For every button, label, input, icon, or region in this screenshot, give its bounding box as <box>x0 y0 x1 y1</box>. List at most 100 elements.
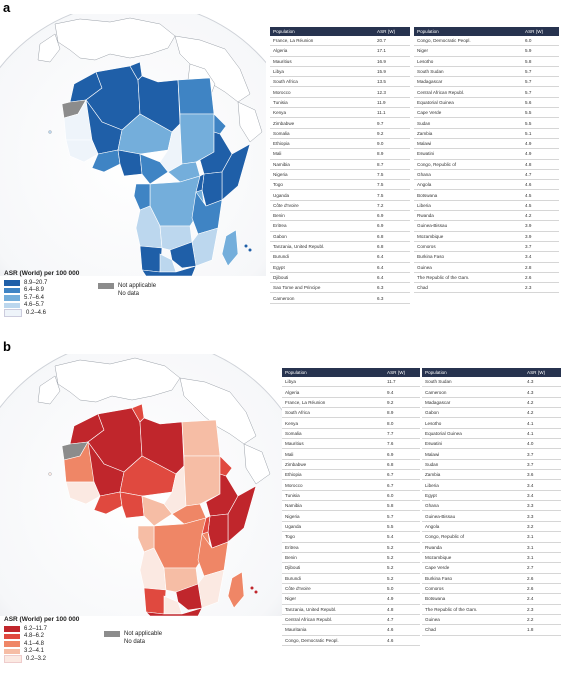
legend-a-swatch-2 <box>4 287 20 293</box>
table-row: South Africa 8.9 <box>282 407 420 419</box>
population-cell: Central African Republ. <box>282 614 384 626</box>
table-row: Ghana 4.7 <box>414 169 559 181</box>
population-cell: Eritrea <box>282 542 384 553</box>
col-header-population: Population <box>422 368 524 377</box>
legend-b-swatch-4 <box>4 648 20 654</box>
table-row: Zimbabwe 6.8 <box>282 459 420 471</box>
country-egypt <box>177 77 215 115</box>
country-central-african-republic <box>171 503 207 525</box>
asr-value-cell: 12.3 <box>374 86 410 98</box>
asr-value-cell: 4.3 <box>524 377 561 388</box>
legend-a-swatch-3 <box>4 295 20 301</box>
table-row: Comoros 2.6 <box>422 583 561 595</box>
population-cell: Mali <box>270 148 374 160</box>
population-cell: Namibia <box>270 159 374 170</box>
asr-value-cell: 4.8 <box>384 604 420 615</box>
table-row: South Africa 13.5 <box>270 76 410 88</box>
table-row: Zambia 5.1 <box>414 128 559 139</box>
population-cell: France, La Réunion <box>270 36 374 47</box>
country-cote-divoire <box>93 491 123 515</box>
asr-value-cell: 9.2 <box>374 128 410 139</box>
asr-value-cell: 2.2 <box>524 614 561 626</box>
country-zimbabwe <box>175 583 203 611</box>
legend-b-title: ASR (World) per 100 000 <box>4 616 80 623</box>
population-cell: The Republic of the Gam. <box>414 272 522 284</box>
asr-value-cell: 2.3 <box>524 604 561 615</box>
table-row: South Sudan 5.7 <box>414 66 559 78</box>
asr-value-cell: 20.7 <box>374 36 410 47</box>
population-cell: Guinea <box>422 614 524 626</box>
table-row: Liberia 4.5 <box>414 200 559 212</box>
asr-value-cell: 5.2 <box>384 552 420 564</box>
asr-value-cell: 5.4 <box>384 531 420 543</box>
table-row: Congo, Republic of 4.8 <box>414 159 559 170</box>
country-nigeria <box>119 491 145 519</box>
legend-a-bin-5: 0.2–4.6 <box>26 309 47 316</box>
asr-value-cell: 17.1 <box>374 45 410 57</box>
table-a-right: Population ASR (W) Congo, Democratic Peop… <box>414 27 559 294</box>
population-cell: Nigeria <box>270 169 374 181</box>
country-somalia <box>227 485 257 543</box>
asr-value-cell: 2.6 <box>524 583 561 595</box>
table-row: Kenya 11.1 <box>270 107 410 119</box>
table-row: Burkina Faso 2.6 <box>422 573 561 584</box>
asr-value-cell: 3.4 <box>524 490 561 502</box>
population-cell: Mauritius <box>282 438 384 450</box>
population-cell: Rwanda <box>414 210 522 222</box>
population-cell: Tanzania, United Republ. <box>282 604 384 615</box>
legend-a-bin-4: 4.6–5.7 <box>24 302 45 309</box>
legend-a-swatch-4 <box>4 302 20 308</box>
asr-value-cell: 5.8 <box>384 500 420 512</box>
table-row: France, La Réunion 20.7 <box>270 36 410 47</box>
asr-value-cell: 3.3 <box>524 510 561 522</box>
population-cell: Burundi <box>270 251 374 263</box>
table-row: Equatorial Guinea 4.1 <box>422 428 561 440</box>
country-south-africa <box>145 607 203 616</box>
population-cell: Djibouti <box>270 272 374 284</box>
legend-a-na-swatch <box>98 283 114 289</box>
table-row: Niger 4.9 <box>282 593 420 605</box>
asr-value-cell: 7.5 <box>374 189 410 201</box>
table-row: Togo 7.5 <box>270 179 410 191</box>
table-row: Kenya 8.0 <box>282 417 420 429</box>
legend-b-na-label: Not applicable <box>124 631 163 637</box>
col-header-asr: ASR (W) <box>522 27 559 36</box>
country-uganda <box>195 173 205 193</box>
asr-value-cell: 4.1 <box>524 417 561 429</box>
asr-value-cell: 4.7 <box>384 614 420 626</box>
asr-value-cell: 5.9 <box>522 45 559 57</box>
table-row: Guinea 2.2 <box>422 614 561 626</box>
asr-value-cell: 4.0 <box>524 438 561 450</box>
population-cell: Malawi <box>422 448 524 460</box>
population-cell: Congo, Republic of <box>414 159 522 170</box>
legend-b-swatch-1 <box>4 626 20 632</box>
population-cell: Sudan <box>422 459 524 471</box>
asr-value-cell: 5.1 <box>522 128 559 139</box>
population-cell: Libya <box>282 377 384 388</box>
country-central-african-republic <box>167 161 201 183</box>
legend-a-bin-1: 8.9–20.7 <box>24 279 48 286</box>
table-row: Rwanda 4.2 <box>414 210 559 222</box>
asr-value-cell: 3.7 <box>522 241 559 253</box>
population-cell: Burkina Faso <box>414 251 522 263</box>
population-cell: Guinea-Bissau <box>414 220 522 232</box>
asr-value-cell: 4.6 <box>522 179 559 191</box>
background-countries <box>37 357 271 485</box>
asr-value-cell: 6.8 <box>374 241 410 253</box>
table-row: Central African Republ. 4.7 <box>282 614 420 626</box>
table-row: Guinea-Bissau 3.9 <box>414 220 559 232</box>
table-row: The Republic of the Gam. 2.6 <box>414 272 559 284</box>
population-cell: Chad <box>414 282 522 294</box>
asr-value-cell: 6.4 <box>374 272 410 284</box>
table-row: Cameroon 6.3 <box>270 292 410 304</box>
legend-b-swatch-2 <box>4 633 20 639</box>
population-cell: Namibia <box>282 500 384 512</box>
asr-value-cell: 4.2 <box>522 210 559 222</box>
legend-a-bin-2: 6.4–8.9 <box>24 287 45 294</box>
asr-value-cell: 3.6 <box>524 469 561 481</box>
table-row: Mali 6.9 <box>282 448 420 460</box>
asr-value-cell: 7.7 <box>384 428 420 440</box>
asr-value-cell: 3.7 <box>524 448 561 460</box>
population-cell: Lesotho <box>422 417 524 429</box>
asr-value-cell: 6.9 <box>384 448 420 460</box>
